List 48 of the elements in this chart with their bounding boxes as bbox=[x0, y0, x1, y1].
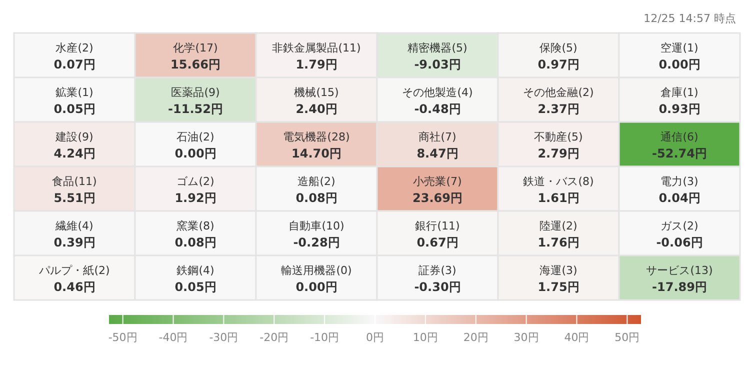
data-label: サービス(13) -17.89円 bbox=[646, 264, 713, 294]
color-bar-label: 40円 bbox=[564, 331, 590, 344]
color-bar-label: 30円 bbox=[514, 331, 539, 344]
data-label: 食品(11) 5.51円 bbox=[52, 174, 97, 205]
data-label: 電気機器(28) 14.70円 bbox=[283, 130, 350, 160]
data-label: 自動車(10) -0.28円 bbox=[288, 219, 344, 250]
data-label: 鉄道・バス(8) 1.61円 bbox=[523, 174, 594, 205]
color-bar-label: -10円 bbox=[310, 331, 340, 344]
color-bar-label: -50円 bbox=[108, 331, 138, 344]
data-label: 小売業(7) 23.69円 bbox=[412, 174, 462, 205]
data-label: 輸送用機器(0) 0.00円 bbox=[281, 264, 352, 294]
data-label: 鉄鋼(4) 0.05円 bbox=[174, 264, 216, 294]
data-label: 空運(1) 0.00円 bbox=[658, 41, 700, 72]
data-label: 造船(2) 0.08円 bbox=[296, 174, 338, 205]
data-label: 不動産(5) 2.79円 bbox=[534, 130, 583, 160]
data-label: 機械(15) 2.40円 bbox=[294, 86, 339, 116]
color-bar-label: 20円 bbox=[463, 331, 488, 344]
data-label: パルプ・紙(2) 0.46円 bbox=[38, 264, 110, 294]
data-label: その他製造(4) -0.48円 bbox=[402, 86, 473, 116]
data-label: 倉庫(1) 0.93円 bbox=[658, 86, 700, 116]
data-label: ガス(2) -0.06円 bbox=[656, 219, 703, 250]
data-label: 石油(2) 0.00円 bbox=[174, 130, 216, 160]
data-label: 保険(5) 0.97円 bbox=[538, 41, 580, 72]
data-label: 非鉄金属製品(11) 1.79円 bbox=[272, 41, 361, 72]
color-bar-label: 0円 bbox=[366, 331, 384, 344]
data-label: 水産(2) 0.07円 bbox=[54, 41, 96, 72]
data-label: 化学(17) 15.66円 bbox=[170, 41, 220, 72]
data-label: 証券(3) -0.30円 bbox=[414, 264, 461, 294]
data-label: 海運(3) 1.75円 bbox=[538, 264, 580, 294]
data-label: 鉱業(1) 0.05円 bbox=[54, 86, 96, 116]
data-label: 窯業(8) 0.08円 bbox=[174, 219, 216, 250]
color-bar-label: -40円 bbox=[158, 331, 188, 344]
color-bar-label: 10円 bbox=[412, 331, 438, 344]
text: 12/25 14:57 時点 bbox=[644, 12, 736, 25]
color-bar-label: -20円 bbox=[260, 331, 289, 344]
data-label: ゴム(2) 1.92円 bbox=[174, 174, 216, 205]
data-label: 商社(7) 8.47円 bbox=[416, 130, 458, 160]
data-label: 通信(6) -52.74円 bbox=[652, 130, 707, 160]
data-label: 建設(9) 4.24円 bbox=[54, 130, 96, 160]
color-bar-label: -30円 bbox=[209, 331, 238, 344]
data-label: 銀行(11) 0.67円 bbox=[415, 219, 460, 250]
data-label: 繊維(4) 0.39円 bbox=[54, 219, 96, 250]
color-bar-label: 50円 bbox=[614, 331, 640, 344]
data-label: 陸運(2) 1.76円 bbox=[538, 219, 580, 250]
data-label: その他金融(2) 2.37円 bbox=[523, 86, 594, 116]
data-label: 電力(3) 0.04円 bbox=[658, 174, 700, 205]
data-label: 精密機器(5) -9.03円 bbox=[408, 41, 468, 72]
data-label: 医薬品(9) -11.52円 bbox=[168, 86, 223, 116]
